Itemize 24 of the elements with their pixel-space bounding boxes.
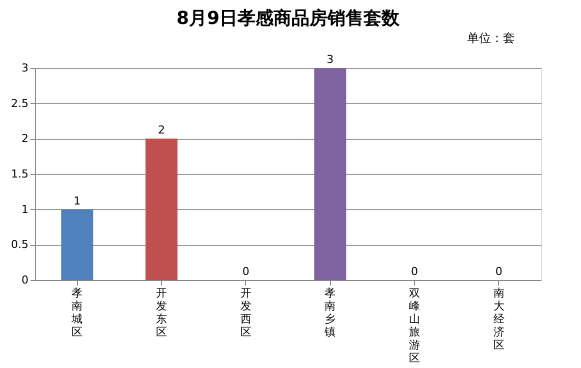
y-tick-label: 0 [22,274,28,286]
text: 单位：套 [467,31,515,45]
data-label: 0 [411,265,418,278]
y-tick-label: 0.5 [11,238,28,252]
x-tick-label: 南大经济区 [493,286,504,352]
data-label: 0 [495,265,502,278]
x-tick-label: 双峰山旅游区 [409,286,420,364]
bar [61,209,94,280]
x-tick-label: 开发西区 [240,286,252,338]
bar [146,138,178,280]
chart-title: 8月9日孝感商品房销售套数 [176,8,401,29]
bar [314,68,346,280]
x-tick-label: 孝南城区 [70,286,83,338]
data-label: 3 [326,53,334,66]
y-tick-label: 2 [22,132,28,146]
y-tick-label: 1 [22,202,28,216]
data-label: 1 [74,194,81,208]
x-tick-label: 开发东区 [156,286,167,338]
x-tick-label: 孝南乡镇 [324,286,336,338]
data-label: 2 [158,124,165,137]
y-tick-label: 3 [22,62,28,74]
y-tick-label: 1.5 [11,168,28,180]
y-tick-label: 2.5 [11,96,28,110]
data-label: 0 [242,265,250,278]
